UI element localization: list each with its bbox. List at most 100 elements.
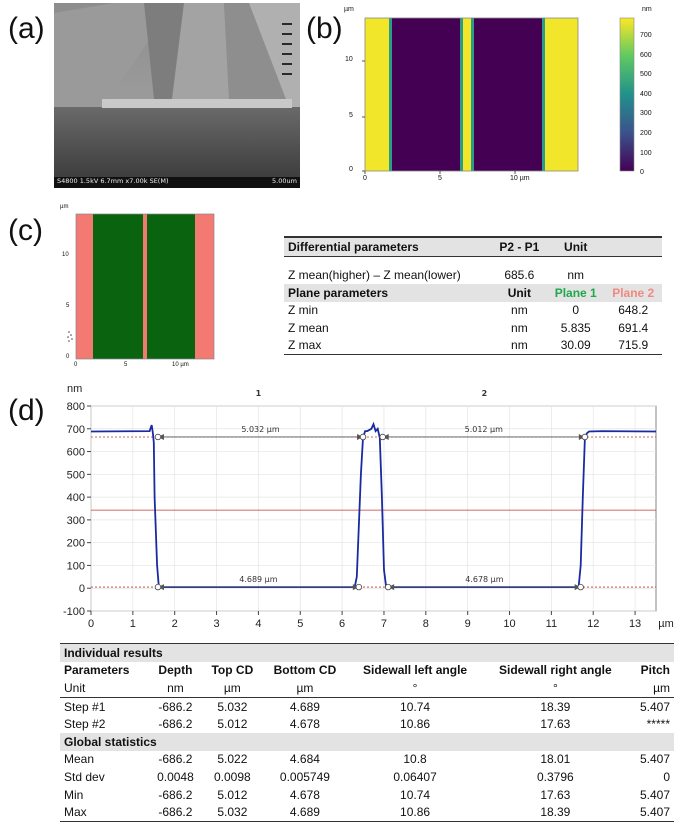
row-p2: 648.2 (618, 303, 649, 318)
map-c-yunit: µm (60, 204, 69, 210)
top-cd-2-label: 5.012 µm (465, 425, 504, 434)
row-unit: nm (511, 320, 528, 335)
profile-line (90, 421, 657, 588)
panel-label-c: (c) (8, 214, 43, 247)
colorbar-tick: 500 (640, 71, 652, 79)
colorbar-tick: 600 (640, 51, 652, 59)
cell: 18.39 (540, 699, 571, 714)
cell: ***** (646, 717, 670, 732)
diff-unit: Unit (564, 239, 588, 254)
map-c-xtick-5: 5 (124, 362, 128, 368)
plane2-header: Plane 2 (612, 285, 655, 300)
height-map-b: µm 10 5 0 0 5 10 µm nm 700 600 500 (340, 6, 680, 196)
global-title: Global statistics (64, 734, 157, 749)
row-p1: 30.09 (560, 338, 591, 353)
top-cd-1-label: 5.032 µm (241, 425, 280, 434)
cell: 4.689 (289, 805, 320, 820)
cell: Mean (64, 752, 95, 767)
cell: 5.407 (639, 752, 670, 767)
row-label: Z min (288, 303, 318, 318)
map-c-plane1-b (147, 214, 195, 359)
x-tick-label: 4 (255, 618, 261, 630)
cell: 18.39 (540, 805, 571, 820)
row-label: Z mean (288, 320, 329, 335)
profile-chart: 0 1 2 3 4 5 6 7 8 9 10 11 12 13 µm -100 0 100 200 300 400 500… (58, 380, 688, 635)
region-label: 2 (482, 389, 488, 398)
header-bottom-cd: Bottom CD (273, 663, 337, 678)
cell: 10.8 (403, 752, 427, 767)
map-c-ytick-5: 5 (66, 303, 70, 309)
y-tick-label: 100 (67, 560, 85, 572)
row-unit: nm (511, 338, 528, 353)
y-tick-label: -100 (63, 606, 85, 618)
header-depth: Depth (158, 663, 193, 678)
x-tick-label: 1 (130, 618, 136, 630)
cell: 5.407 (639, 699, 670, 714)
unit-sidewall-right: ° (552, 680, 558, 695)
cell: -686.2 (158, 752, 193, 767)
row-unit: nm (511, 303, 528, 318)
cell: 10.74 (400, 699, 431, 714)
x-tick-label: 6 (339, 618, 345, 630)
table-row: Min -686.2 5.012 4.678 10.74 17.63 5.407 (60, 786, 674, 804)
cell: 10.74 (400, 787, 431, 802)
map-b-trench-2 (472, 18, 543, 171)
cell: Max (64, 805, 87, 820)
results-table: Individual results Parameters Depth Top … (60, 643, 674, 822)
map-c-ytick-10: 10 (62, 252, 69, 258)
row-p1: 5.835 (560, 320, 591, 335)
cell: -686.2 (158, 805, 193, 820)
map-b-ytick-5: 5 (349, 112, 353, 119)
unit-depth: nm (167, 680, 184, 695)
zmean-label: Z mean(higher) – Z mean(lower) (288, 268, 461, 283)
y-tick-label: 300 (67, 515, 85, 527)
x-tick-label: 10 (503, 618, 515, 630)
colorbar-unit: nm (642, 6, 652, 13)
x-tick-label: 9 (465, 618, 471, 630)
profile-chart-svg: 0 1 2 3 4 5 6 7 8 9 10 11 12 13 µm-1000100200300400500… (63, 383, 674, 630)
x-unit-label: µm (658, 618, 674, 630)
bottom-cd-2-marker-right (577, 583, 584, 591)
map-b-yunit: µm (344, 6, 354, 13)
unit-sidewall-left: ° (412, 680, 418, 695)
sem-image: S4800 1.5kV 6.7mm x7.00k SE(M) 5.00um (54, 3, 300, 188)
cell: Step #1 (64, 699, 106, 714)
cell: -686.2 (158, 699, 193, 714)
cell: 17.63 (540, 787, 571, 802)
map-b-trench-1 (390, 18, 461, 171)
map-c-xtick-0: 0 (74, 362, 78, 368)
header-sidewall-left: Sidewall left angle (363, 663, 468, 678)
table-row: Max -686.2 5.032 4.689 10.86 18.39 5.407 (60, 803, 674, 822)
cell: 4.678 (289, 717, 320, 732)
colorbar-tick: 0 (640, 169, 644, 177)
bottom-cd-1-label: 4.689 µm (239, 575, 278, 584)
header-pitch: Pitch (640, 663, 670, 678)
cell: 17.63 (540, 717, 571, 732)
unit-label: Unit (64, 680, 86, 695)
cell: 18.01 (540, 752, 571, 767)
cell: 4.684 (289, 752, 320, 767)
cell: 4.689 (289, 699, 320, 714)
map-c-graphic (67, 213, 215, 360)
map-c-plane1-a (93, 214, 143, 359)
top-cd-1-marker-right (359, 433, 367, 441)
bottom-cd-1-marker-right (355, 583, 363, 591)
colorbar-tick: 100 (640, 149, 652, 157)
panel-label-a: (a) (8, 12, 45, 45)
table-row: Mean -686.2 5.022 4.684 10.8 18.01 5.407 (60, 751, 674, 769)
sem-image-graphic (54, 3, 300, 188)
cell: Std dev (64, 769, 105, 784)
plot-area (90, 405, 657, 612)
x-tick-label: 2 (172, 618, 178, 630)
plane-title: Plane parameters (288, 285, 389, 300)
panel-label-b: (b) (306, 12, 343, 45)
cell: 0.005749 (279, 769, 330, 784)
plane1-header: Plane 1 (554, 285, 597, 300)
cell: 0.3796 (536, 769, 574, 784)
y-tick-label: 700 (67, 424, 85, 436)
row-p2: 691.4 (618, 320, 649, 335)
x-tick-label: 0 (88, 618, 94, 630)
y-tick-label: 600 (67, 447, 85, 459)
cell: 5.407 (639, 805, 670, 820)
zmean-value: 685.6 (504, 268, 535, 283)
